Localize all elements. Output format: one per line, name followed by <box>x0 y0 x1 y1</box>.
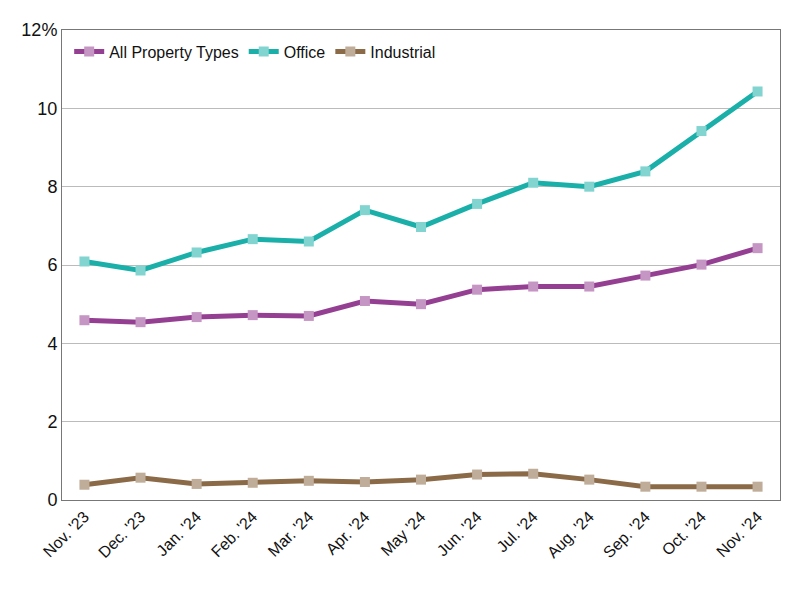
svg-text:2: 2 <box>47 412 57 432</box>
svg-text:Sep. '24: Sep. '24 <box>600 508 653 561</box>
svg-text:Jul. '24: Jul. '24 <box>493 508 541 556</box>
svg-text:Nov. '24: Nov. '24 <box>713 508 765 560</box>
svg-text:4: 4 <box>47 334 57 354</box>
svg-text:Feb. '24: Feb. '24 <box>208 508 261 561</box>
svg-text:May '24: May '24 <box>377 508 428 559</box>
svg-text:Aug. '24: Aug. '24 <box>544 508 597 561</box>
svg-text:8: 8 <box>47 177 57 197</box>
svg-text:All Property Types: All Property Types <box>109 44 239 61</box>
svg-text:10: 10 <box>37 99 57 119</box>
svg-text:Mar. '24: Mar. '24 <box>265 508 317 560</box>
svg-text:Jan. '24: Jan. '24 <box>153 508 204 559</box>
svg-text:Industrial: Industrial <box>370 44 435 61</box>
svg-text:12%: 12% <box>21 20 57 40</box>
svg-text:Dec. '23: Dec. '23 <box>95 508 148 561</box>
svg-text:Apr. '24: Apr. '24 <box>323 508 373 558</box>
svg-text:6: 6 <box>47 255 57 275</box>
svg-text:Office: Office <box>284 44 326 61</box>
svg-text:Jun. '24: Jun. '24 <box>434 508 485 559</box>
svg-text:Nov. '23: Nov. '23 <box>40 508 92 560</box>
svg-text:0: 0 <box>47 490 57 510</box>
svg-text:Oct. '24: Oct. '24 <box>659 508 710 559</box>
